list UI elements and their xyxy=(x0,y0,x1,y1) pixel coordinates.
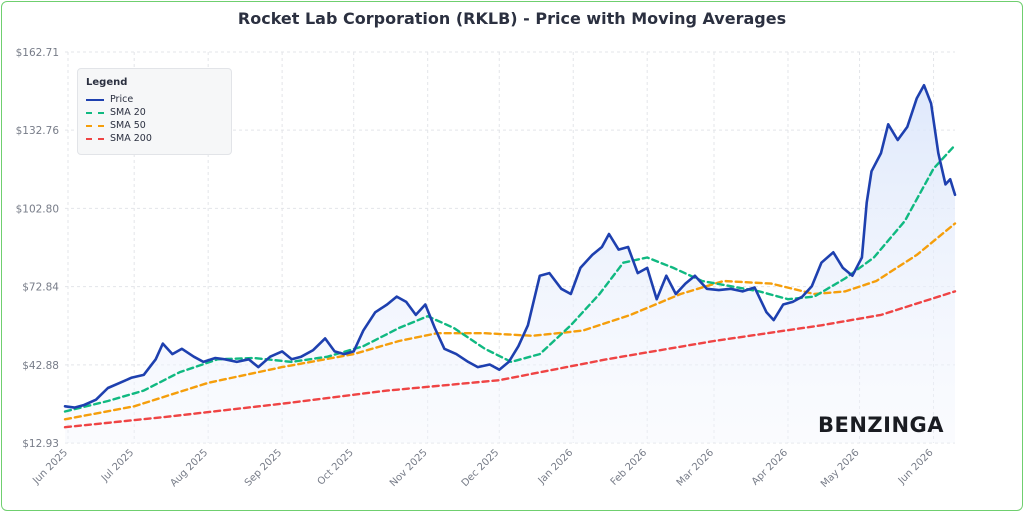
x-tick-label: Nov 2025 xyxy=(388,447,430,489)
y-tick-label: $12.93 xyxy=(22,438,59,450)
x-tick-label: Jul 2025 xyxy=(99,447,136,484)
y-tick-label: $42.88 xyxy=(22,360,59,372)
price-area xyxy=(65,85,955,443)
y-axis: $12.93 $42.88 $72.84 $102.80 $132.76 $162.71 xyxy=(16,47,60,450)
x-tick-label: Apr 2026 xyxy=(750,447,790,487)
legend-swatch-sma20 xyxy=(86,112,104,114)
sma200-line xyxy=(63,290,957,429)
x-axis: Jun 2025 Jul 2025 Aug 2025 Sep 2025 Oct 2025… xyxy=(30,447,935,490)
x-tick-label: Mar 2026 xyxy=(675,447,716,488)
legend-label-sma200: SMA 200 xyxy=(110,133,152,144)
legend-swatch-price xyxy=(86,99,104,101)
series-layer xyxy=(63,83,957,443)
legend-title: Legend xyxy=(86,77,128,88)
benzinga-watermark: BENZINGA xyxy=(818,413,945,437)
sma20-line xyxy=(63,144,957,413)
x-tick-label: Aug 2025 xyxy=(168,447,210,489)
y-tick-label: $102.80 xyxy=(16,203,59,215)
legend-label-price: Price xyxy=(110,94,134,105)
legend-label-sma20: SMA 20 xyxy=(110,107,146,118)
y-tick-label: $162.71 xyxy=(16,47,59,59)
legend-swatch-sma50 xyxy=(86,125,104,127)
x-tick-label: Oct 2025 xyxy=(316,447,356,487)
y-tick-label: $72.84 xyxy=(22,282,59,294)
x-tick-label: Sep 2025 xyxy=(243,447,284,488)
x-tick-label: Jun 2026 xyxy=(896,447,936,487)
x-tick-label: Dec 2025 xyxy=(460,447,502,489)
legend-swatch-sma200 xyxy=(86,138,104,140)
chart-title: Rocket Lab Corporation (RKLB) - Price wi… xyxy=(237,9,787,28)
x-tick-label: Feb 2026 xyxy=(609,447,650,488)
x-tick-label: Jun 2025 xyxy=(30,447,70,487)
x-tick-label: Jan 2026 xyxy=(536,447,576,487)
sma50-line xyxy=(63,222,957,421)
legend: Legend Price SMA 20 SMA 50 SMA 200 xyxy=(77,68,232,155)
legend-label-sma50: SMA 50 xyxy=(110,120,146,131)
y-tick-label: $132.76 xyxy=(16,125,60,137)
x-tick-label: May 2026 xyxy=(819,447,862,490)
price-line xyxy=(63,83,957,409)
